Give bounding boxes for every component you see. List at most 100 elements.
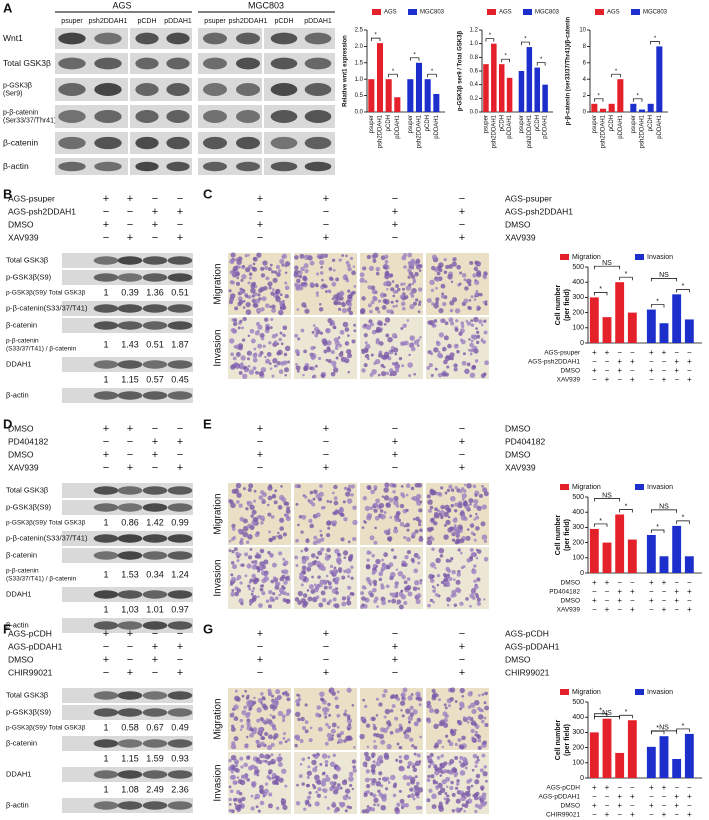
stained-cell bbox=[401, 696, 405, 700]
stained-cell bbox=[276, 694, 282, 700]
stained-cell bbox=[237, 804, 242, 809]
stained-cell bbox=[247, 364, 251, 368]
stained-cell bbox=[349, 783, 353, 788]
stained-cell bbox=[235, 257, 239, 261]
sig-bracket bbox=[521, 41, 530, 46]
condition-sign: + bbox=[649, 578, 654, 587]
stained-cell bbox=[270, 579, 275, 584]
stained-cell bbox=[382, 298, 388, 304]
stained-cell bbox=[253, 766, 259, 771]
stained-cell bbox=[244, 744, 249, 749]
condition-sign: − bbox=[323, 219, 329, 231]
stained-cell bbox=[231, 527, 236, 531]
quantification: 0.67 bbox=[146, 722, 164, 732]
stained-cell bbox=[336, 733, 342, 738]
stained-cell bbox=[228, 549, 232, 552]
stained-cell bbox=[267, 803, 273, 809]
condition-sign: − bbox=[605, 357, 610, 366]
stained-cell bbox=[300, 583, 304, 587]
stained-cell bbox=[443, 769, 448, 774]
stained-cell bbox=[305, 538, 310, 544]
blot-band bbox=[117, 708, 143, 717]
stained-cell bbox=[468, 338, 471, 341]
sig-label: * bbox=[625, 271, 628, 278]
stained-cell bbox=[443, 295, 448, 300]
sig-label: * bbox=[625, 503, 628, 510]
stained-cell bbox=[319, 302, 322, 306]
stained-cell bbox=[232, 797, 237, 802]
stained-cell bbox=[235, 551, 240, 556]
stained-cell bbox=[451, 538, 456, 542]
stained-cell bbox=[351, 536, 357, 542]
stained-cell bbox=[394, 716, 399, 721]
stained-cell bbox=[373, 485, 378, 490]
stained-cell bbox=[368, 582, 372, 586]
legend-swatch bbox=[595, 9, 604, 15]
stained-cell bbox=[269, 714, 272, 717]
stained-cell bbox=[451, 261, 457, 267]
stained-cell bbox=[325, 722, 329, 727]
stained-cell bbox=[268, 734, 273, 740]
stained-cell bbox=[286, 697, 291, 702]
stained-cell bbox=[309, 523, 315, 529]
sig-bracket bbox=[593, 713, 608, 717]
bar bbox=[646, 746, 656, 778]
stained-cell bbox=[230, 364, 236, 370]
stained-cell bbox=[279, 308, 283, 313]
y-tick-label: 6 bbox=[583, 60, 587, 66]
stained-cell bbox=[333, 484, 338, 490]
sig-bracket bbox=[485, 38, 495, 42]
stained-cell bbox=[450, 594, 455, 598]
stained-cell bbox=[435, 286, 438, 290]
stained-cell bbox=[384, 259, 389, 264]
stained-cell bbox=[270, 317, 274, 321]
stained-cell bbox=[324, 795, 327, 799]
stained-cell bbox=[361, 585, 366, 590]
stained-cell bbox=[237, 256, 243, 262]
stained-cell bbox=[342, 550, 349, 556]
stained-cell bbox=[461, 487, 465, 491]
stained-cell bbox=[475, 261, 481, 267]
bar bbox=[608, 103, 615, 112]
stained-cell bbox=[439, 719, 446, 725]
x-tick-label: pDDAH1 bbox=[507, 114, 513, 138]
stained-cell bbox=[273, 270, 278, 274]
blot-label: p-β-catenin(S33/37/T41) bbox=[6, 533, 88, 542]
row-label: Migration bbox=[213, 493, 224, 534]
condition-label: AGS-psuper bbox=[544, 350, 581, 357]
stained-cell bbox=[275, 782, 279, 786]
condition-sign: + bbox=[617, 587, 622, 596]
stained-cell bbox=[245, 302, 251, 308]
stained-cell bbox=[298, 285, 304, 291]
stained-cell bbox=[431, 254, 437, 260]
condition-label: DMSO bbox=[505, 654, 531, 664]
legend-swatch bbox=[635, 689, 644, 695]
stained-cell bbox=[399, 798, 405, 804]
stained-cell bbox=[410, 793, 415, 798]
stained-cell bbox=[268, 362, 272, 365]
condition-sign: + bbox=[617, 366, 622, 375]
blot-label: p-GSK3β(S9) bbox=[6, 707, 52, 716]
stained-cell bbox=[454, 486, 458, 490]
x-tick-label: pDDAH1 bbox=[657, 114, 663, 138]
stained-cell bbox=[470, 728, 475, 734]
stained-cell bbox=[470, 339, 474, 343]
stained-cell bbox=[447, 739, 451, 743]
stained-cell bbox=[252, 595, 257, 600]
condition-label: PD404182 bbox=[505, 436, 545, 446]
quantification: 1.08 bbox=[121, 784, 139, 794]
stained-cell bbox=[443, 575, 447, 578]
stained-cell bbox=[372, 259, 377, 263]
stained-cell bbox=[338, 343, 342, 348]
condition-sign: − bbox=[127, 449, 133, 461]
condition-sign: + bbox=[592, 596, 597, 605]
stained-cell bbox=[326, 547, 331, 553]
y-tick-label: 2.5 bbox=[355, 28, 364, 34]
stained-cell bbox=[398, 759, 403, 764]
stained-cell bbox=[360, 309, 366, 315]
condition-sign: − bbox=[392, 423, 398, 435]
stained-cell bbox=[452, 517, 458, 523]
condition-sign: − bbox=[177, 423, 183, 435]
stained-cell bbox=[321, 278, 324, 282]
stained-cell bbox=[414, 792, 419, 797]
